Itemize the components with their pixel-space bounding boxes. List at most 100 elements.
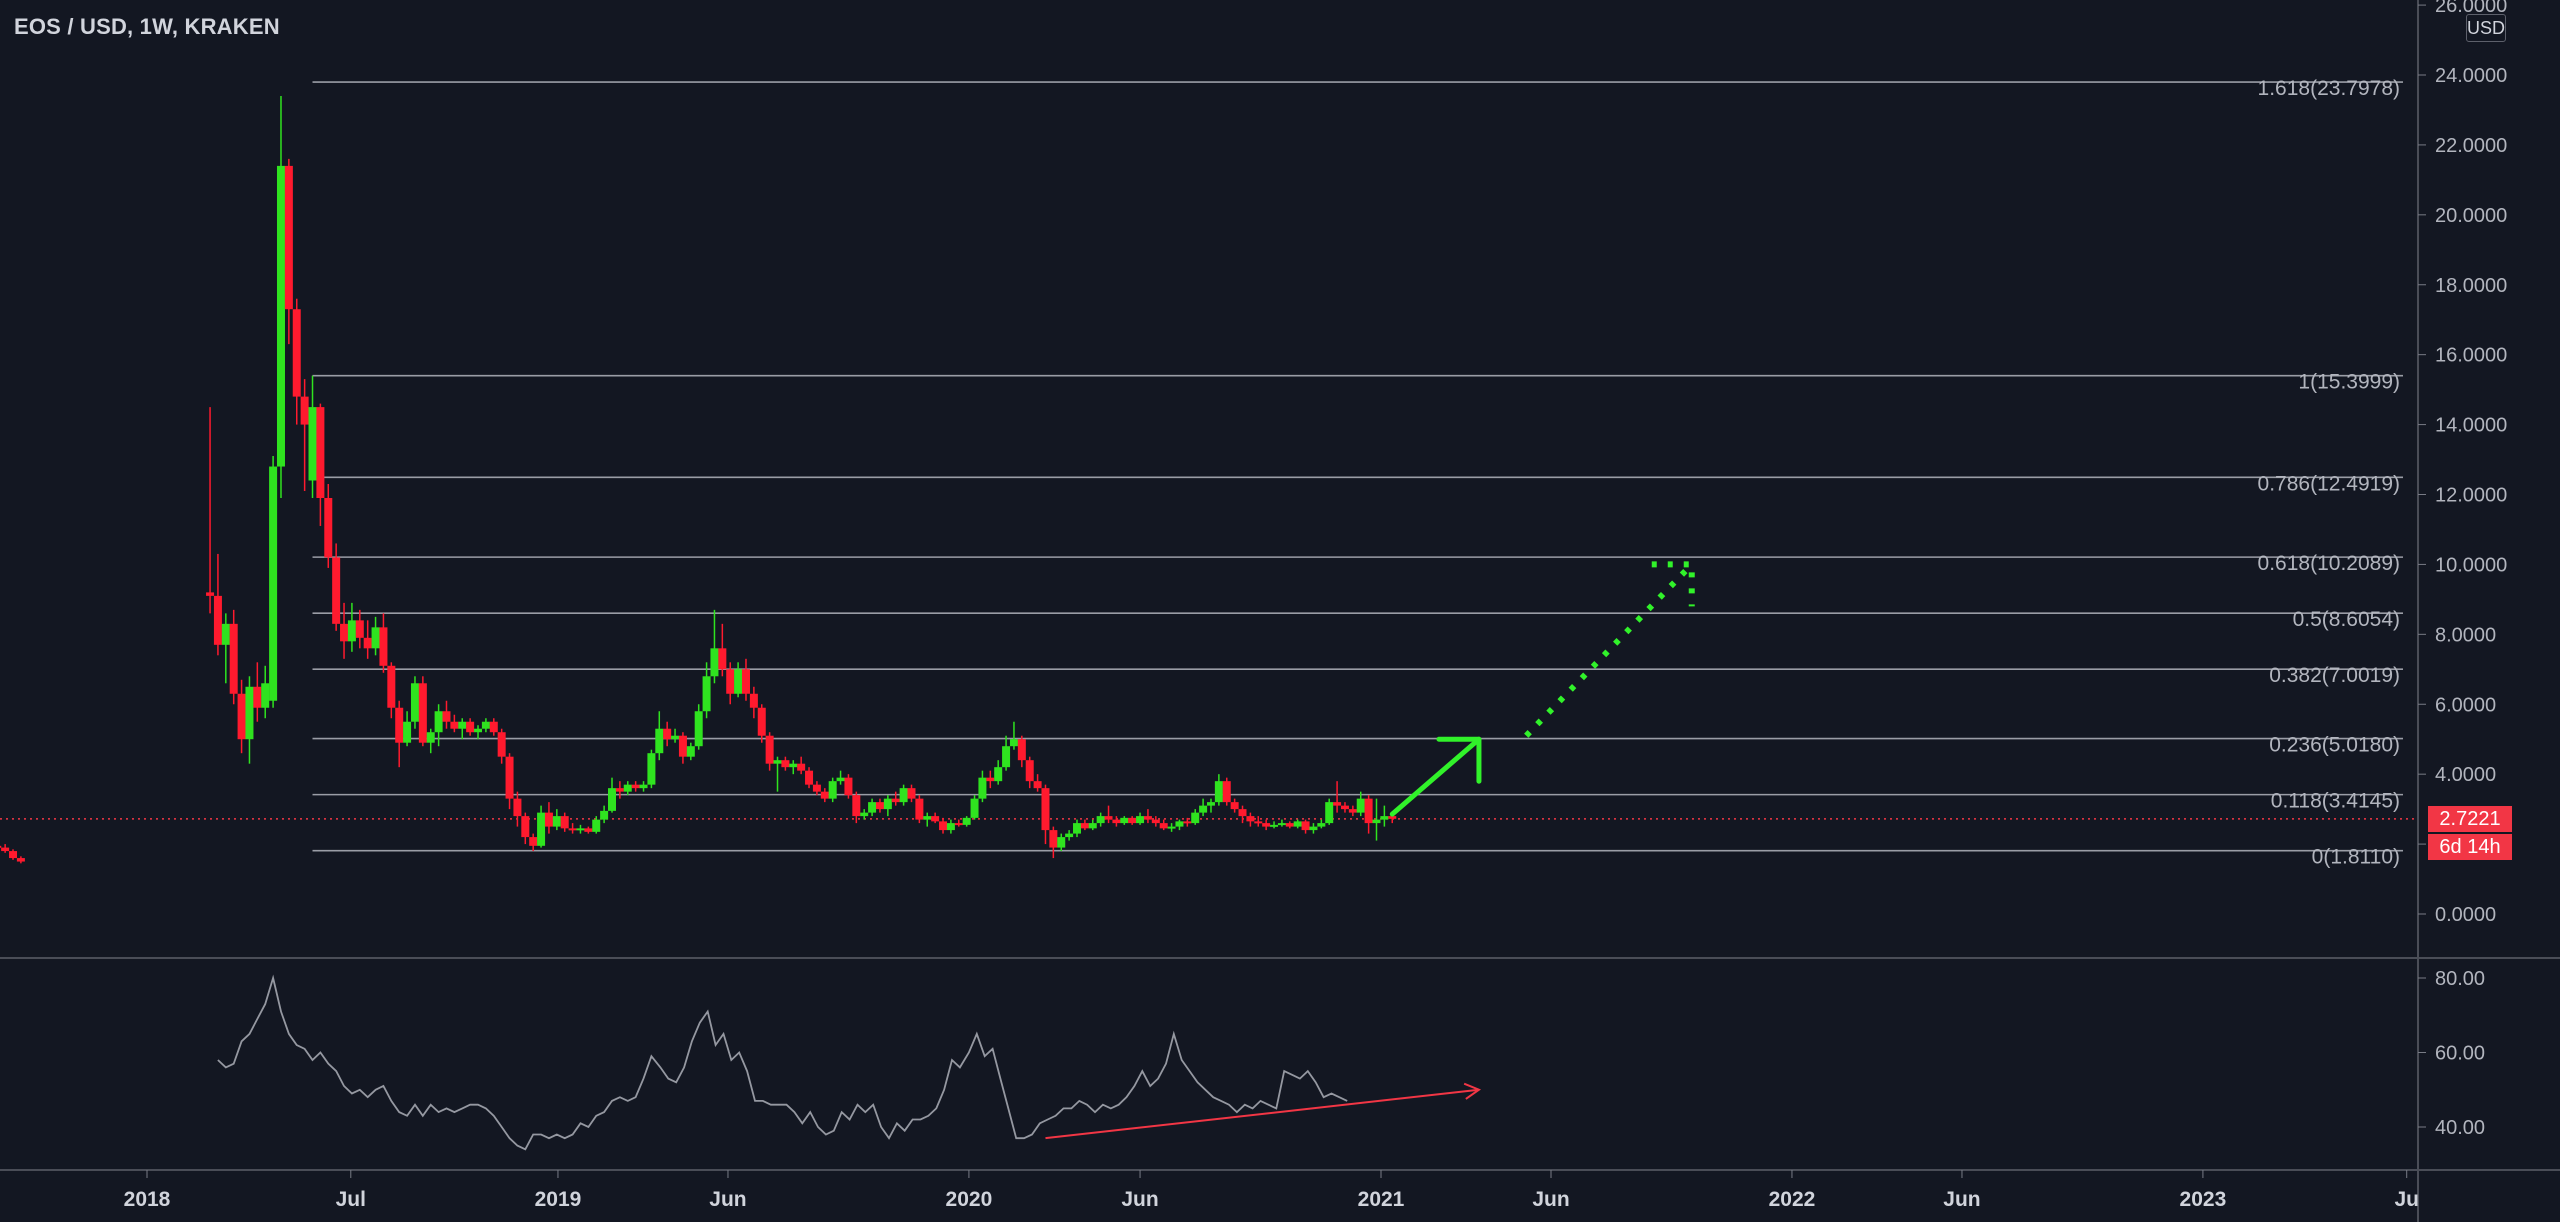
candle-down [213,553,222,656]
candle-up [1096,812,1105,827]
candle-body [576,828,585,831]
candle-body [371,627,380,649]
axes-layer: 0.00002.00004.00006.00008.000010.000012.… [124,0,2508,1211]
candle-up [686,742,695,761]
candle-body [1309,826,1318,831]
candle-down [1041,784,1050,845]
candle-up [970,795,979,820]
candle-body [663,728,672,740]
candle-down [915,795,924,824]
candle-body [1301,821,1310,831]
candle-down [718,623,727,677]
candle-body [584,828,593,832]
candle-up [1009,721,1018,750]
candle-up [773,756,782,792]
price-tick-label: 12.0000 [2435,485,2507,507]
candle-body [970,798,979,818]
candle-up [946,819,955,834]
symbol-title[interactable]: EOS / USD, 1W, KRAKEN [14,14,280,39]
candle-body [434,711,443,733]
candle-down [1033,774,1042,792]
currency-badge[interactable]: USD [2466,14,2506,42]
candle-body [537,812,546,846]
candle-up [1065,830,1074,841]
candle-body [812,784,821,792]
candle-body [1088,823,1097,829]
candle-body [450,721,459,729]
candle-up [371,616,380,656]
candle-down [852,791,861,824]
candle-body [875,802,884,810]
candle-body [1285,823,1294,827]
candle-body [426,732,435,743]
candle-body [883,798,892,810]
candle-up [434,704,443,747]
fib-level-label: 1.618(23.7978) [2258,77,2400,100]
candle-body [1136,816,1145,824]
candle-body [237,693,246,740]
candle-down [387,662,396,719]
candle-down [875,798,884,813]
candle-up [923,812,932,827]
fib-level-label: 1(15.3999) [2298,371,2400,394]
candle-down [1340,802,1349,813]
candle-up [1073,819,1082,838]
candle-body [474,728,483,733]
candle-body [1254,821,1263,824]
time-tick-label: Jul [336,1188,366,1211]
candle-body [418,683,427,743]
candle-down [505,753,514,810]
candle-down [1128,816,1137,825]
candle-body [221,623,230,645]
candle-body [789,763,798,768]
candle-down [805,767,814,789]
candle-body [544,812,553,827]
candle-up [481,718,490,733]
candle-up [1199,798,1208,817]
candle-up [671,728,680,743]
candle-body [213,595,222,645]
candle-up [1270,821,1279,829]
candle-down [986,770,995,789]
candle-body [954,823,963,826]
candle-body [1,847,10,852]
fib-level-label: 0(1.8110) [2312,846,2400,869]
candle-up [1309,823,1318,834]
price-tick-label: 24.0000 [2435,65,2507,87]
drawings-layer[interactable] [1389,561,1695,817]
candle-body [332,557,341,624]
projection-arrow-shaft [1524,562,1694,738]
candle-body [276,165,285,467]
fib-retracement[interactable]: 1.618(23.7978) 1(15.3999) 0.786(12.4919) 0.… [312,77,2403,869]
candle-body [253,686,262,708]
candle-down [1246,812,1255,827]
price-tick-label: 8.0000 [2435,624,2496,646]
candle-body [923,816,932,820]
candle-body [946,823,955,831]
candle-body [1128,817,1137,824]
candle-body [994,767,1003,782]
price-tick-label: 0.0000 [2435,904,2496,926]
candle-down [844,774,853,799]
candle-down [1151,816,1160,827]
rsi-tick-label: 40.00 [2435,1117,2485,1139]
candle-down [749,686,758,719]
candle-up [403,711,412,747]
candle-up [276,95,285,498]
candle-up [592,816,601,834]
candle-body [324,497,333,558]
candle-body [1348,809,1357,813]
candle-up [899,784,908,806]
candle-body [316,407,325,498]
candle-body [1199,805,1208,813]
time-tick-label: Jun [709,1188,746,1211]
price-tick-label: 22.0000 [2435,135,2507,157]
candle-up [623,781,632,796]
price-tick-label: 4.0000 [2435,764,2496,786]
candle-up [1356,791,1365,817]
candle-body [513,798,522,817]
candle-body [820,791,829,799]
candle-down [939,817,948,834]
